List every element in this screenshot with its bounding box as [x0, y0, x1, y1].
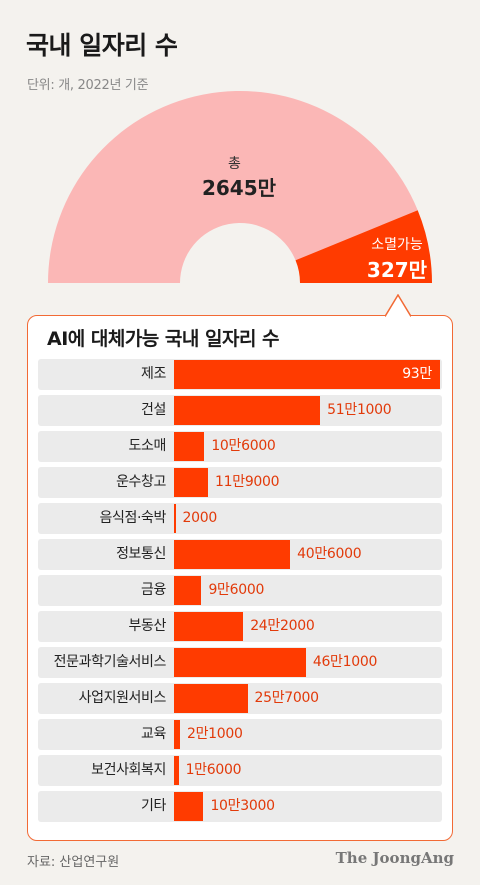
bar — [174, 756, 179, 785]
bar-value-label: 10만3000 — [210, 798, 275, 814]
bar-category-label: 건설 — [141, 402, 166, 418]
bar-value-label: 10만6000 — [211, 438, 276, 454]
bar-category-label: 교육 — [141, 726, 166, 742]
bar-value-label: 51만1000 — [327, 402, 392, 418]
bar — [174, 468, 209, 497]
bar-value-label: 46만1000 — [312, 654, 378, 670]
bar-value-label: 11만9000 — [215, 474, 280, 490]
bar-chart-title: AI에 대체가능 국내 일자리 수 — [47, 328, 280, 350]
bar-category-label: 도소매 — [128, 438, 167, 454]
bar-category-label: 기타 — [141, 798, 166, 814]
chart-title: 국내 일자리 수 — [26, 31, 178, 60]
bar-value-label: 25만7000 — [254, 690, 320, 706]
bar — [174, 720, 180, 749]
bar — [174, 360, 440, 389]
bar — [174, 576, 202, 605]
bar-category-label: 부동산 — [128, 618, 167, 634]
bar-row — [38, 575, 442, 606]
bar-row — [38, 719, 442, 750]
donut-total-value: 2645만 — [201, 176, 277, 200]
bar — [174, 792, 204, 821]
bar-value-label: 93만 — [402, 366, 432, 382]
bar-row — [38, 791, 442, 822]
bar — [174, 684, 248, 713]
bar-category-label: 금융 — [141, 582, 166, 598]
bar-value-label: 24만2000 — [250, 618, 315, 634]
donut-part-value: 327만 — [366, 258, 428, 282]
bar — [174, 612, 244, 641]
bar-value-label: 9만6000 — [208, 582, 265, 598]
bar — [174, 432, 205, 461]
bar-category-label: 운수창고 — [116, 474, 166, 490]
bar — [174, 396, 321, 425]
source-note: 자료: 산업연구원 — [27, 855, 120, 870]
bar-row — [38, 467, 442, 498]
donut-part-label: 소멸가능 — [371, 237, 423, 253]
donut-total-label: 총 — [228, 156, 241, 172]
brand-logo: The JoongAng — [335, 849, 454, 867]
bar-category-label: 전문과학기술서비스 — [53, 654, 167, 670]
bar-category-label: 사업지원서비스 — [78, 690, 167, 706]
bar-category-label: 보건사회복지 — [91, 762, 166, 778]
bar-value-label: 40만6000 — [297, 546, 362, 562]
bar-category-label: 정보통신 — [116, 546, 166, 562]
bar-row — [38, 755, 442, 786]
bar — [174, 504, 176, 533]
unit-note: 단위: 개, 2022년 기준 — [27, 78, 149, 93]
bar-row — [38, 431, 442, 462]
bar-row — [38, 503, 442, 534]
bar-value-label: 1만6000 — [185, 762, 242, 778]
bar-value-label: 2000 — [182, 510, 218, 526]
bar-category-label: 제조 — [141, 366, 166, 382]
bar-category-label: 음식점·숙박 — [99, 510, 167, 526]
bar-value-label: 2만1000 — [187, 726, 243, 742]
bar — [174, 648, 306, 677]
bar — [174, 540, 291, 569]
panel-pointer — [385, 294, 411, 317]
